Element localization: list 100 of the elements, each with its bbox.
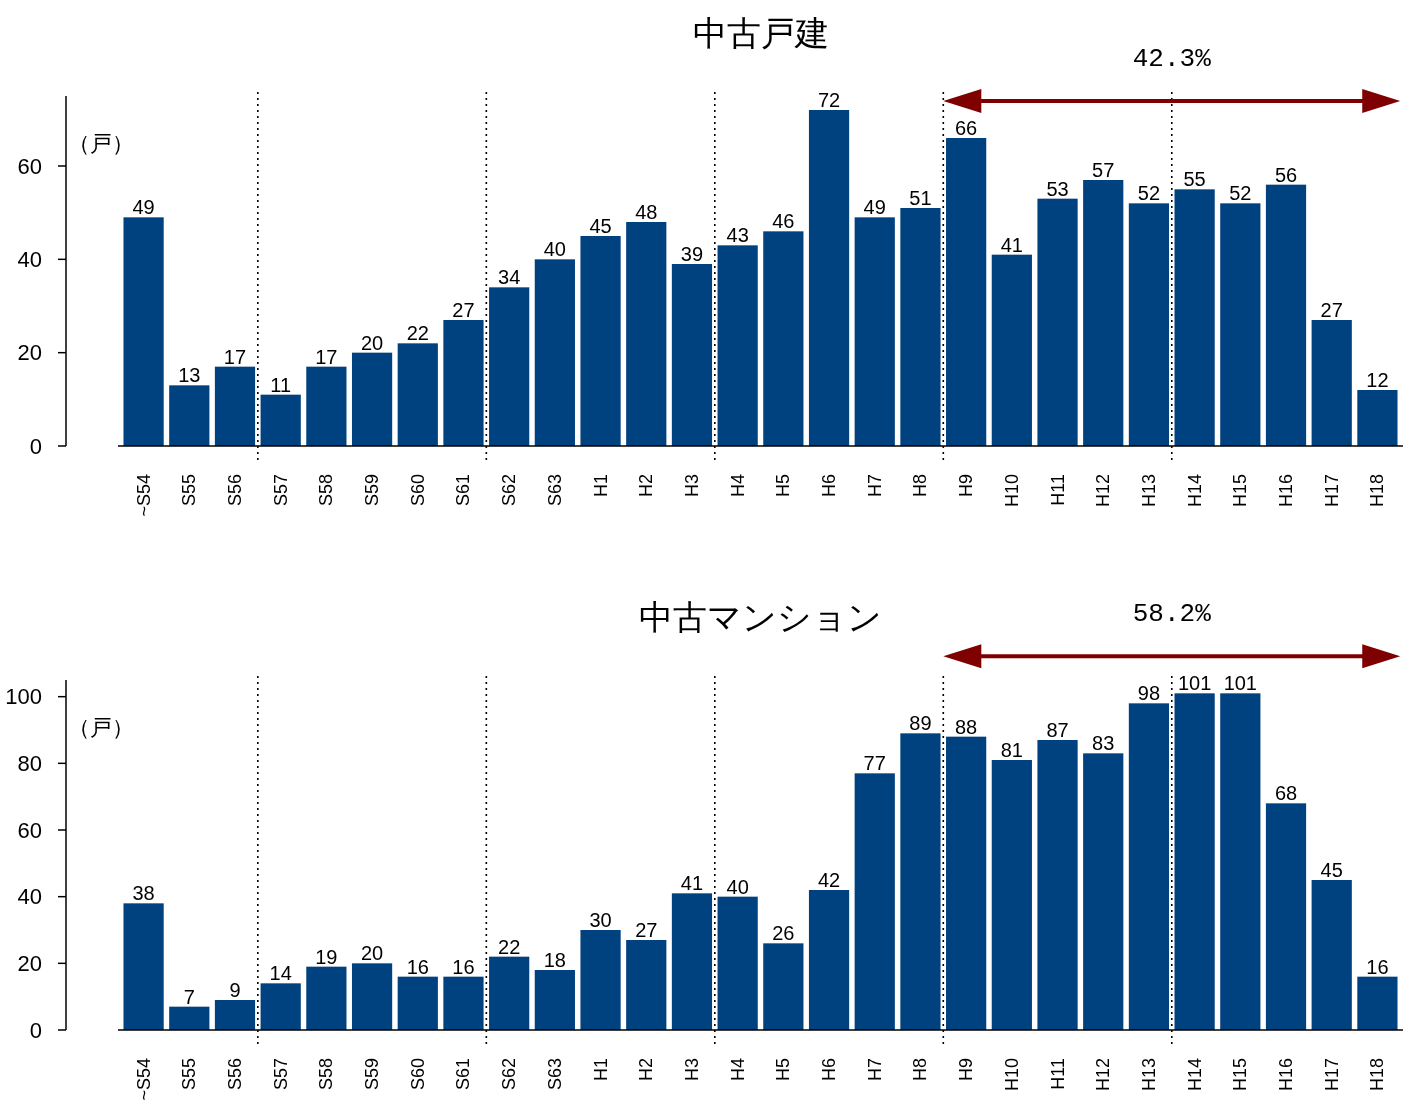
x-tick-label: H2 bbox=[636, 474, 657, 498]
bar bbox=[1128, 703, 1170, 1030]
bar bbox=[1265, 184, 1307, 446]
text: 42.3% bbox=[1132, 44, 1212, 74]
data-label: 57 bbox=[1092, 159, 1115, 181]
data-label: 72 bbox=[817, 89, 841, 111]
y-tick-label: 40 bbox=[17, 884, 42, 910]
data-label: 45 bbox=[589, 215, 612, 237]
data-label: 77 bbox=[863, 752, 886, 775]
data-label: 42 bbox=[817, 869, 841, 891]
x-tick-label: H6 bbox=[819, 1058, 840, 1082]
x-tick-label: ~S54 bbox=[133, 474, 154, 517]
y-tick-label: 60 bbox=[17, 817, 42, 843]
data-label: 101 bbox=[1177, 672, 1212, 695]
bar bbox=[123, 903, 164, 1030]
data-label: 48 bbox=[635, 201, 658, 223]
data-label: 22 bbox=[498, 935, 521, 958]
bar bbox=[1128, 203, 1170, 446]
x-tick-label: S63 bbox=[544, 474, 565, 507]
bar bbox=[489, 287, 530, 446]
bar bbox=[1174, 189, 1215, 446]
data-label: 49 bbox=[132, 196, 155, 219]
data-label: 16 bbox=[406, 955, 429, 978]
data-label: 53 bbox=[1046, 177, 1069, 200]
x-tick-label: S59 bbox=[362, 1058, 383, 1091]
x-tick-label: S55 bbox=[179, 474, 200, 507]
bar bbox=[854, 217, 895, 446]
data-label: 7 bbox=[183, 985, 195, 1008]
data-label: 34 bbox=[498, 266, 521, 289]
x-tick-label: S58 bbox=[316, 474, 337, 507]
x-tick-label: H11 bbox=[1047, 1058, 1068, 1090]
data-label: 52 bbox=[1137, 182, 1161, 205]
data-label: 68 bbox=[1274, 782, 1298, 805]
x-tick-label: H3 bbox=[681, 474, 702, 498]
x-tick-label: S63 bbox=[544, 1058, 565, 1091]
bar bbox=[214, 1000, 256, 1030]
x-tick-label: H15 bbox=[1230, 1058, 1251, 1092]
data-label: 38 bbox=[132, 882, 155, 905]
data-label: 18 bbox=[543, 949, 566, 971]
data-label: 41 bbox=[680, 872, 704, 895]
bar bbox=[123, 217, 164, 446]
y-tick-label: 0 bbox=[29, 433, 42, 459]
data-label: 16 bbox=[452, 955, 475, 978]
data-label: 45 bbox=[1320, 859, 1343, 881]
x-tick-label: H17 bbox=[1321, 1058, 1342, 1092]
bar bbox=[1220, 203, 1261, 446]
x-tick-label: H9 bbox=[956, 1058, 977, 1082]
data-label: 27 bbox=[635, 919, 658, 941]
bar bbox=[351, 352, 393, 446]
bar bbox=[260, 983, 301, 1030]
bar bbox=[1357, 976, 1398, 1030]
bar bbox=[169, 385, 210, 446]
chart-title: 中古マンション bbox=[639, 597, 882, 637]
x-tick-label: H10 bbox=[1001, 1058, 1022, 1092]
y-tick-label: 40 bbox=[17, 246, 42, 272]
data-label: 40 bbox=[543, 238, 566, 261]
x-tick-label: H16 bbox=[1276, 1058, 1297, 1092]
x-tick-label: H9 bbox=[956, 474, 977, 498]
y-axis-title: （戸） bbox=[68, 714, 134, 740]
x-tick-label: H8 bbox=[910, 1058, 931, 1082]
bar bbox=[306, 966, 347, 1030]
data-label: 26 bbox=[772, 922, 795, 945]
y-tick-label: 0 bbox=[29, 1017, 42, 1043]
x-tick-label: H2 bbox=[636, 1058, 657, 1082]
bar bbox=[1037, 198, 1078, 446]
data-label: 17 bbox=[223, 345, 247, 368]
x-tick-label: S56 bbox=[224, 474, 245, 507]
data-label: 55 bbox=[1183, 168, 1206, 191]
data-label: 9 bbox=[229, 979, 241, 1001]
x-tick-label: H16 bbox=[1276, 474, 1297, 508]
data-label: 17 bbox=[315, 345, 338, 368]
bar bbox=[260, 394, 301, 446]
bar bbox=[991, 254, 1032, 446]
bar bbox=[991, 760, 1032, 1030]
bar bbox=[946, 138, 987, 446]
x-tick-label: H3 bbox=[681, 1058, 702, 1082]
x-tick-label: S58 bbox=[316, 1058, 337, 1091]
text: 58.2% bbox=[1132, 599, 1212, 630]
data-label: 39 bbox=[680, 243, 704, 265]
bar bbox=[1220, 693, 1261, 1030]
data-label: 19 bbox=[315, 945, 338, 968]
bar bbox=[717, 896, 758, 1030]
y-tick-label: 20 bbox=[17, 340, 42, 366]
data-label: 30 bbox=[589, 909, 612, 931]
data-label: 20 bbox=[360, 331, 384, 354]
data-label: 27 bbox=[452, 299, 475, 321]
bar bbox=[489, 956, 530, 1030]
bar bbox=[763, 231, 804, 446]
data-label: 43 bbox=[726, 224, 749, 247]
bar bbox=[671, 264, 713, 446]
data-label: 101 bbox=[1223, 672, 1258, 695]
x-tick-label: S59 bbox=[362, 474, 383, 507]
bar bbox=[351, 963, 393, 1030]
x-tick-label: H5 bbox=[773, 1058, 794, 1082]
bar bbox=[626, 222, 667, 446]
bar bbox=[626, 940, 667, 1030]
x-tick-label: H7 bbox=[864, 1058, 885, 1082]
data-label: 51 bbox=[909, 187, 932, 209]
x-tick-label: H17 bbox=[1321, 474, 1342, 508]
data-label: 88 bbox=[955, 715, 978, 738]
